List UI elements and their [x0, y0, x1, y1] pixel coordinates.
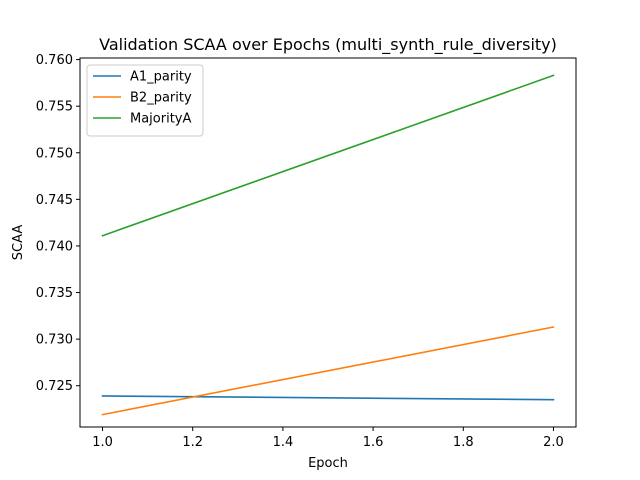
y-axis-label: SCAA: [11, 225, 26, 261]
x-tick-label: 2.0: [543, 435, 564, 450]
y-tick-label: 0.750: [36, 146, 73, 161]
legend-label: B2_parity: [130, 91, 192, 106]
chart-title: Validation SCAA over Epochs (multi_synth…: [99, 35, 557, 55]
y-axis: 0.725 0.730 0.735 0.740 0.745 0.750 0.755 0.760: [36, 53, 80, 394]
y-tick-label: 0.760: [36, 53, 73, 68]
series-line-a1-parity: [101, 395, 555, 401]
x-axis: 1.0 1.2 1.4 1.6 1.8 2.0: [92, 427, 564, 450]
x-tick-label: 1.0: [92, 435, 113, 450]
y-tick-label: 0.730: [36, 333, 73, 348]
y-tick-label: 0.735: [36, 286, 73, 301]
y-tick-label: 0.745: [36, 193, 73, 208]
y-tick-label: 0.755: [36, 100, 73, 115]
x-tick-label: 1.2: [182, 435, 203, 450]
x-tick-label: 1.4: [273, 435, 294, 450]
legend-label: MajorityA: [130, 112, 191, 127]
y-tick-label: 0.725: [36, 379, 73, 394]
x-tick-label: 1.8: [453, 435, 474, 450]
series-line-b2-parity: [101, 326, 555, 416]
y-tick-label: 0.740: [36, 239, 73, 254]
plot-frame: [79, 57, 577, 428]
legend-label: A1_parity: [130, 70, 192, 85]
x-tick-label: 1.6: [363, 435, 384, 450]
legend: A1_parity B2_parity MajorityA: [86, 64, 204, 137]
plot-lines: [101, 74, 555, 416]
series-line-majoritya: [101, 74, 555, 237]
x-axis-label: Epoch: [308, 456, 348, 471]
